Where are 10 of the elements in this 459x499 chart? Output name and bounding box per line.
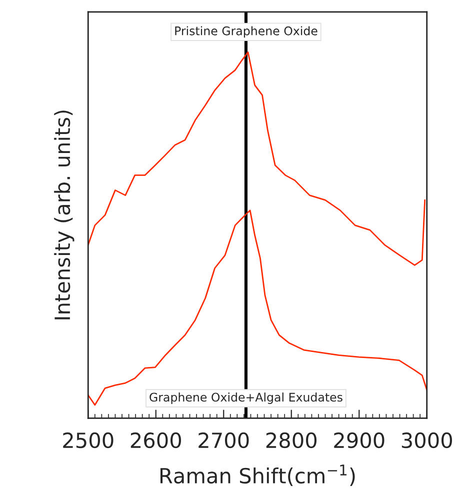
x-tick-label: 2600: [130, 432, 181, 448]
x-tick-label: 2800: [266, 432, 316, 448]
x-tick-label: 2500: [63, 432, 114, 448]
text: Pristine Graphene Oxide: [175, 26, 318, 38]
y-axis-title: Intensity (arb. units): [54, 110, 74, 320]
x-axis-title: Raman Shift(cm$^{−1}$): [160, 464, 355, 486]
annotation: Graphene Oxide+Algal Exudates: [150, 392, 342, 404]
x-tick-label: 2900: [334, 432, 384, 448]
x-tick-label: 2700: [198, 432, 249, 448]
x-tick-label: 3000: [402, 432, 452, 448]
